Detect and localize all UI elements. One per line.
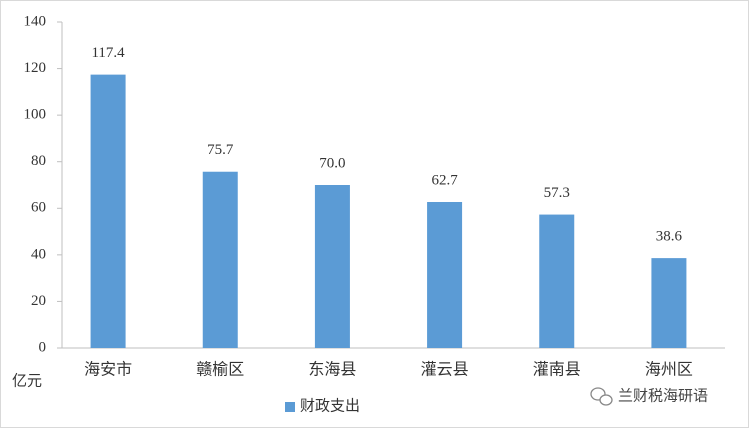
x-tick-label: 海州区	[645, 361, 693, 379]
y-tick-label: 140	[24, 13, 47, 29]
y-tick-label: 0	[39, 339, 47, 355]
x-tick-label: 海安市	[84, 361, 132, 379]
value-label: 70.0	[319, 155, 345, 171]
x-tick-label: 东海县	[308, 361, 356, 379]
y-tick-label: 60	[31, 200, 46, 216]
bar	[202, 171, 238, 348]
bar	[651, 258, 687, 348]
value-label: 117.4	[91, 45, 125, 61]
y-tick-label: 80	[31, 153, 46, 169]
y-tick-label: 40	[31, 246, 46, 262]
y-tick-label: 100	[24, 107, 47, 123]
y-tick-label: 120	[24, 60, 47, 76]
value-label: 75.7	[207, 142, 234, 158]
y-axis-label: 亿元	[12, 372, 42, 389]
watermark: 兰财税海研语	[590, 387, 708, 406]
watermark-icon	[590, 387, 606, 401]
x-tick-label: 灌云县	[421, 361, 469, 379]
value-label: 38.6	[656, 229, 683, 245]
x-tick-label: 赣榆区	[196, 361, 244, 379]
bar	[427, 201, 463, 348]
bar	[539, 214, 575, 348]
watermark-text: 兰财税海研语	[618, 387, 708, 405]
bar	[90, 74, 126, 348]
legend-swatch	[285, 402, 295, 412]
value-label: 57.3	[544, 185, 570, 201]
bar	[314, 185, 350, 348]
value-label: 62.7	[431, 172, 458, 188]
legend-label: 财政支出	[300, 397, 360, 414]
y-tick-label: 20	[31, 293, 46, 309]
x-tick-label: 灌南县	[533, 361, 581, 379]
watermark-icon	[599, 394, 613, 406]
